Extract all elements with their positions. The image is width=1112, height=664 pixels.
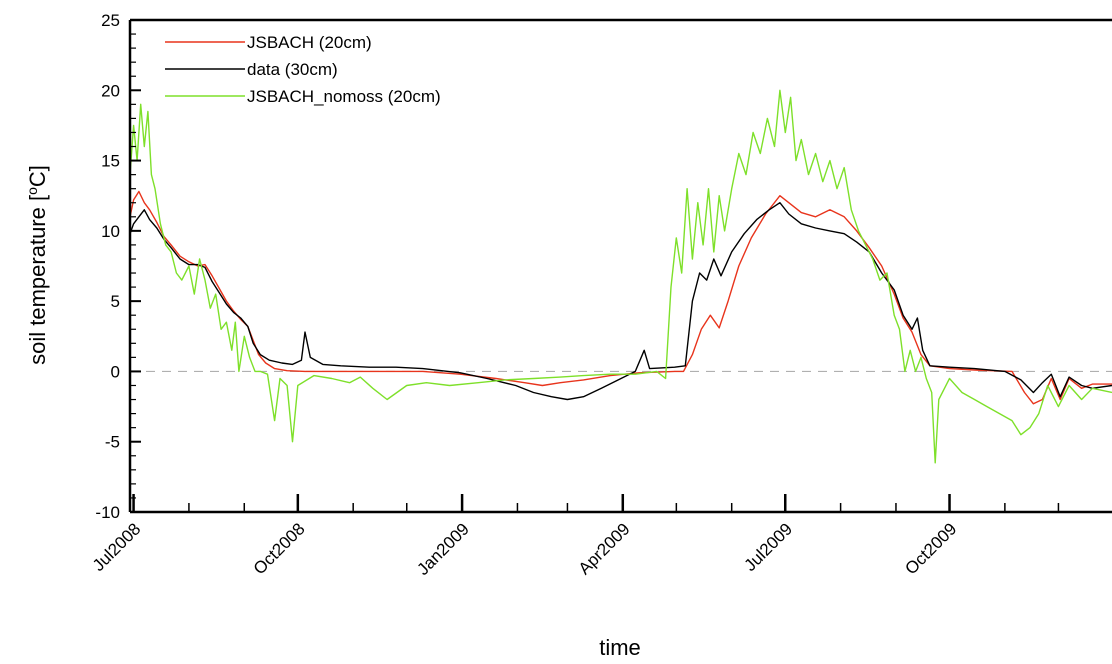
- y-tick-label: 5: [111, 292, 120, 311]
- x-tick-label: Jan2009: [413, 519, 473, 579]
- series-lines: [129, 89, 1112, 464]
- y-tick-label: 15: [101, 152, 120, 171]
- legend-label: JSBACH (20cm): [247, 33, 372, 52]
- legend-label: data (30cm): [247, 60, 338, 79]
- y-tick-label: 25: [101, 11, 120, 30]
- x-tick-label: Oct2009: [901, 519, 960, 578]
- x-tick-label: Apr2009: [575, 519, 634, 578]
- y-axis-title: soil temperature [oC]: [24, 165, 50, 365]
- y-tick-label: 20: [101, 81, 120, 100]
- y-tick-label: 10: [101, 222, 120, 241]
- x-tick-label: Oct2008: [250, 519, 309, 578]
- legend: JSBACH (20cm) data (30cm) JSBACH_nomoss (2…: [165, 33, 441, 106]
- y-tick-label: -10: [95, 503, 120, 522]
- legend-label: JSBACH_nomoss (20cm): [247, 87, 441, 106]
- x-axis-title: time: [599, 635, 641, 660]
- x-tick-label: Jul2009: [741, 519, 797, 575]
- series-line-2: [129, 89, 1112, 464]
- tick-marks: [130, 19, 1060, 513]
- y-tick-label: 0: [111, 362, 120, 381]
- y-axis-title-main: soil temperature [: [25, 195, 50, 365]
- y-axis-title-unit: C]: [25, 165, 50, 187]
- series-line-1: [129, 202, 1112, 401]
- y-axis-title-degree: o: [24, 187, 40, 195]
- x-tick-label: Jul2008: [89, 519, 145, 575]
- y-tick-label: -5: [105, 433, 120, 452]
